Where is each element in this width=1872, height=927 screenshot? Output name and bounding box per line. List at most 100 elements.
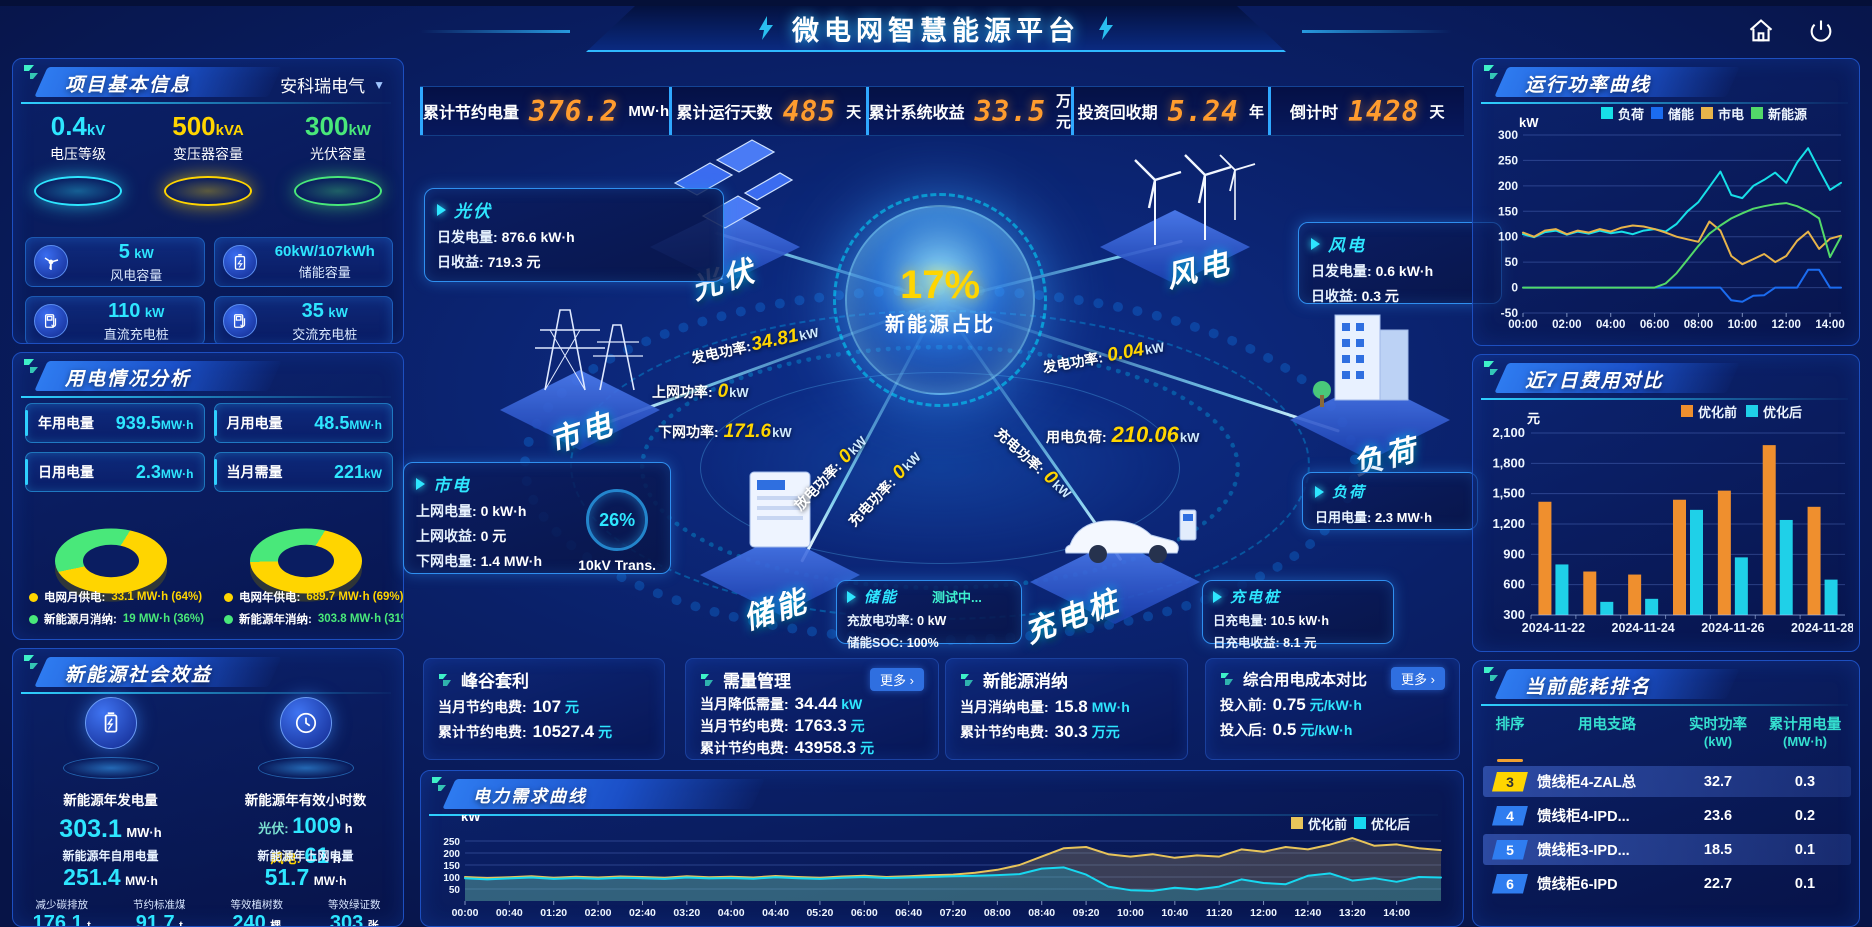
chevron-down-icon: ▼ <box>373 77 385 92</box>
svg-text:0: 0 <box>1511 281 1518 295</box>
app-header: 微电网智慧能源平台 <box>586 6 1286 52</box>
clock-icon <box>295 712 316 734</box>
beacon-pv-capacity: 300kW 光伏容量 <box>279 111 397 206</box>
month-donut-chart <box>54 528 167 594</box>
panel-header: 运行功率曲线 <box>1479 64 1853 104</box>
grid-info-box: 市电 上网电量: 0 kW·h 上网收益: 0 元 下网电量: 1.4 MW·h… <box>403 462 671 574</box>
svg-text:11:20: 11:20 <box>1206 907 1232 919</box>
panel-header: 近7日费用对比 <box>1479 360 1853 400</box>
branch-name: 馈线柜6-IPD <box>1537 877 1618 893</box>
svg-text:200: 200 <box>1498 179 1518 193</box>
svg-text:10:00: 10:00 <box>1728 319 1757 331</box>
benefit-row-eco: 减少碳排放 176.1 t 节约标准煤 91.7 t 等效植树数 240 棵 等效绿证… <box>13 897 403 927</box>
svg-text:08:00: 08:00 <box>984 907 1011 919</box>
more-button[interactable]: 更多 › <box>870 668 924 691</box>
svg-text:150: 150 <box>1498 204 1518 218</box>
lightning-icon <box>759 16 773 40</box>
kpi-saved-energy: 累计节约电量 376.2 MW·h <box>420 87 669 135</box>
top-strip <box>0 0 1872 6</box>
battery-icon <box>234 254 245 270</box>
table-row[interactable]: 5 馈线柜3-IPD... 18.5 0.1 <box>1483 834 1851 865</box>
ranking-col-header: 用电支路 <box>1578 717 1636 733</box>
home-button[interactable] <box>1744 14 1778 48</box>
benefit-grid-feed: 新能源年上网电量 51.7 MW·h <box>257 849 354 890</box>
benefit-co2: 减少碳排放 176.1 t <box>32 899 91 927</box>
panel-header: 新能源社会效益 <box>19 654 397 694</box>
company-select[interactable]: 安科瑞电气 ▼ <box>280 77 385 96</box>
triangle-icon <box>1213 590 1222 603</box>
svg-text:08:00: 08:00 <box>1684 319 1713 331</box>
realtime-power: 23.6 <box>1703 807 1733 824</box>
realtime-power: 18.5 <box>1703 841 1733 858</box>
rank-badge: 3 <box>1492 771 1528 792</box>
branch-name: 馈线柜3-IPD... <box>1537 843 1630 859</box>
svg-text:12:00: 12:00 <box>1771 319 1800 331</box>
renewable-share-value: 17% <box>899 263 981 307</box>
cumulative-energy: 0.1 <box>1794 875 1816 892</box>
svg-text:02:40: 02:40 <box>629 907 656 919</box>
flag-icon <box>439 673 451 686</box>
svg-text:2024-11-24: 2024-11-24 <box>1612 621 1675 635</box>
panel-title: 项目基本信息 <box>65 75 192 96</box>
power-icon <box>1810 20 1832 42</box>
transformer-gauge: 26% 10kV Trans. <box>578 489 656 573</box>
legend-dot <box>29 592 38 602</box>
svg-text:优化前: 优化前 <box>1698 405 1737 420</box>
benefit-certs: 等效绿证数 303 张 <box>328 899 381 927</box>
benefit-row-energy: 新能源年自用电量 251.4 MW·h 新能源年上网电量 51.7 MW·h <box>13 847 403 891</box>
svg-text:50: 50 <box>449 885 461 896</box>
flow-load-power: 用电负荷: 210.06kW <box>1046 422 1200 447</box>
svg-text:600: 600 <box>1503 577 1525 592</box>
svg-text:300: 300 <box>1503 607 1525 622</box>
kpi-system-income: 累计系统收益 33.5 万元 <box>865 87 1071 135</box>
beacon-voltage: 0.4kV 电压等级 <box>19 111 137 206</box>
svg-text:元: 元 <box>1527 411 1540 426</box>
ac-charger-icon <box>233 314 245 328</box>
legend-grid-month: 电网月供电: 33.1 MW·h (64%) <box>29 589 214 605</box>
legend-renewable-year: 新能源年消纳:303.8 MW·h (31%) <box>224 611 403 627</box>
benefit-generation: 新能源年发电量 303.1 MW·h <box>25 697 197 869</box>
table-row[interactable]: 4 馈线柜4-IPD... 23.6 0.2 <box>1483 800 1851 831</box>
stat-year-usage: 年用电量 939.5MW·h <box>25 403 205 443</box>
table-row[interactable]: 3 馈线柜4-ZAL总 32.7 0.3 <box>1483 766 1851 797</box>
capacity-dc-charger: 110 kW 直流充电桩 <box>25 296 205 343</box>
svg-text:13:20: 13:20 <box>1339 907 1366 919</box>
panel-title: 近7日费用对比 <box>1525 371 1664 392</box>
card-demand-mgmt: 需量管理 更多 › 当月降低需量: 34.44 kW 当月节约电费: 1763.3 元 … <box>685 658 939 760</box>
panel-demand-curve: 电力需求曲线 50 100 150 200 250 00:00 00:40 01:20 02:0… <box>420 770 1464 927</box>
panel-title: 电力需求曲线 <box>473 787 587 806</box>
table-row[interactable]: 6 馈线柜6-IPD 22.7 0.1 <box>1483 868 1851 899</box>
donut-legends: 电网月供电: 33.1 MW·h (64%) 新能源月消纳: 19 MW·h (36… <box>19 583 403 627</box>
power-curve-chart: -50 0 50 100 150 200 250 300 00:00 02:00 04:00 06:0… <box>1481 101 1853 344</box>
legend-renewable-month: 新能源月消纳: 19 MW·h (36%) <box>29 611 214 627</box>
svg-text:1,200: 1,200 <box>1492 516 1525 531</box>
svg-text:100: 100 <box>443 873 460 884</box>
panel-title: 用电情况分析 <box>65 369 192 390</box>
more-button[interactable]: 更多 › <box>1391 667 1445 690</box>
legend-dot <box>224 592 233 602</box>
svg-text:01:20: 01:20 <box>540 907 567 919</box>
svg-text:优化后: 优化后 <box>1763 405 1802 420</box>
svg-text:100: 100 <box>1498 230 1518 244</box>
beacon-transformer: 500kVA 变压器容量 <box>149 111 267 206</box>
triangle-icon <box>847 590 856 603</box>
power-button[interactable] <box>1804 14 1838 48</box>
svg-text:02:00: 02:00 <box>1552 319 1581 331</box>
triangle-icon <box>1311 237 1320 250</box>
pv-info-box: 光伏 日发电量: 876.6 kW·h 日收益: 719.3 元 <box>424 188 724 282</box>
grid-tower-icon <box>535 309 643 391</box>
triangle-icon <box>416 477 425 490</box>
year-donut-chart <box>249 528 362 594</box>
flag-icon <box>1221 672 1233 685</box>
ranking-col-header: 实时功率 (kW) <box>1689 717 1747 749</box>
svg-text:新能源: 新能源 <box>1768 107 1807 122</box>
rank-badge: 6 <box>1492 873 1528 894</box>
panel-corner-icon <box>1484 65 1498 79</box>
svg-text:04:00: 04:00 <box>1596 319 1625 331</box>
page-title: 微电网智慧能源平台 <box>792 15 1080 46</box>
card-renewable-consumption: 新能源消纳 当月消纳电量: 15.8 MW·h 累计节约电费: 30.3 万元 <box>945 658 1188 760</box>
building-icon <box>1313 314 1409 407</box>
realtime-power: 22.7 <box>1703 875 1733 892</box>
svg-text:06:40: 06:40 <box>895 907 922 919</box>
